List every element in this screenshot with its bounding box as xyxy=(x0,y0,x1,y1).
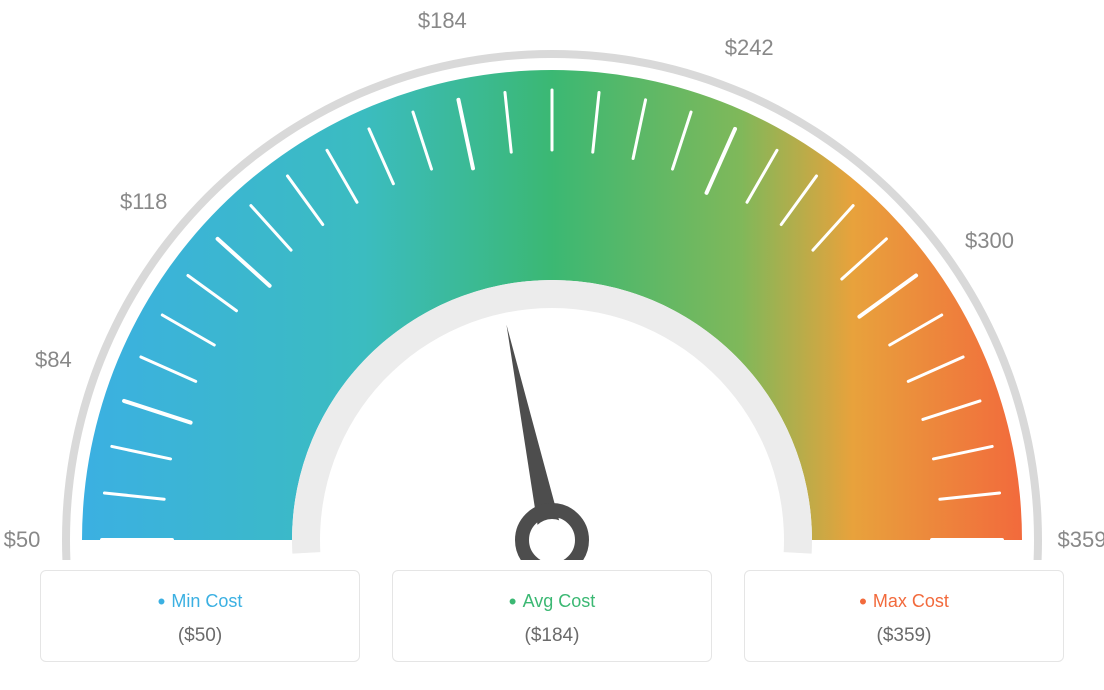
legend-avg-label: Avg Cost xyxy=(393,589,711,615)
gauge-tick-label: $242 xyxy=(725,35,774,61)
legend-avg-box: Avg Cost ($184) xyxy=(392,570,712,662)
gauge-tick-label: $118 xyxy=(120,189,167,215)
legend-min-label: Min Cost xyxy=(41,589,359,615)
legend-min-box: Min Cost ($50) xyxy=(40,570,360,662)
legend-max-box: Max Cost ($359) xyxy=(744,570,1064,662)
legend-row: Min Cost ($50) Avg Cost ($184) Max Cost … xyxy=(0,570,1104,662)
gauge-chart xyxy=(0,0,1104,560)
legend-avg-value: ($184) xyxy=(393,625,711,647)
gauge-container: $50 $84 $118 $184 $242 $300 $359 xyxy=(0,0,1104,560)
gauge-tick-label: $359 xyxy=(1058,527,1104,553)
gauge-tick-label: $300 xyxy=(965,228,1014,254)
legend-min-value: ($50) xyxy=(41,625,359,647)
gauge-tick-label: $84 xyxy=(35,347,72,373)
legend-max-value: ($359) xyxy=(745,625,1063,647)
gauge-tick-label: $50 xyxy=(4,527,41,553)
gauge-tick-label: $184 xyxy=(418,8,467,34)
legend-max-label: Max Cost xyxy=(745,589,1063,615)
